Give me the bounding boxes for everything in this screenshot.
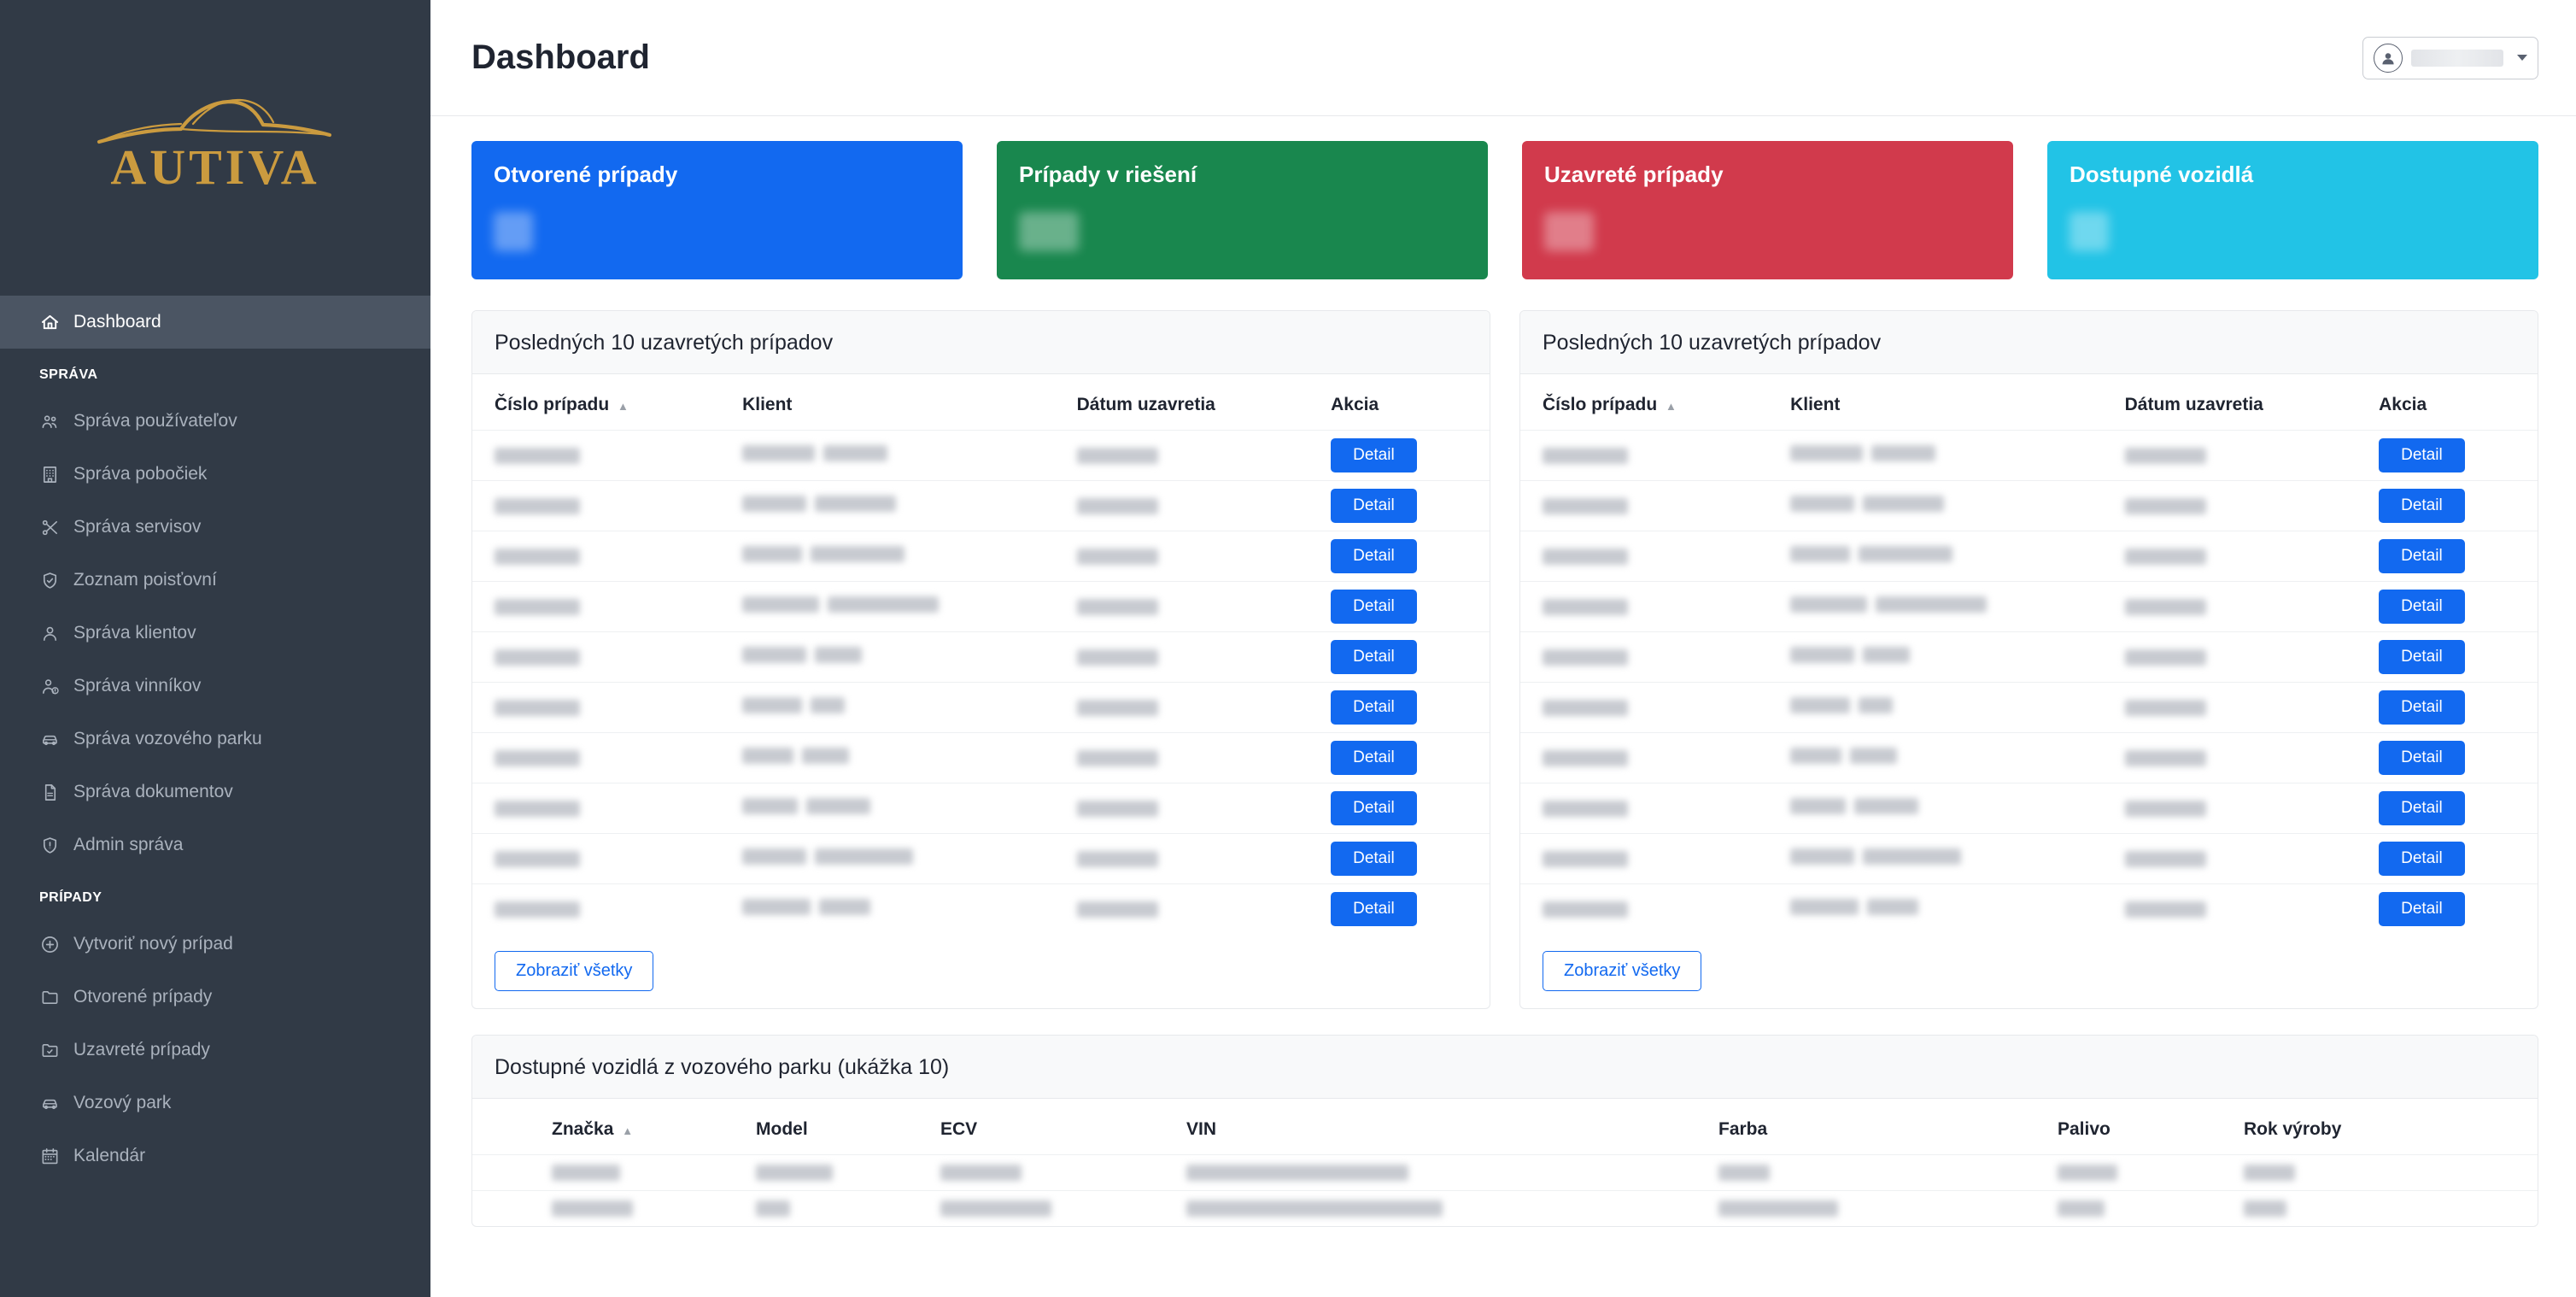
svg-text:AUTIVA: AUTIVA [110, 139, 319, 195]
